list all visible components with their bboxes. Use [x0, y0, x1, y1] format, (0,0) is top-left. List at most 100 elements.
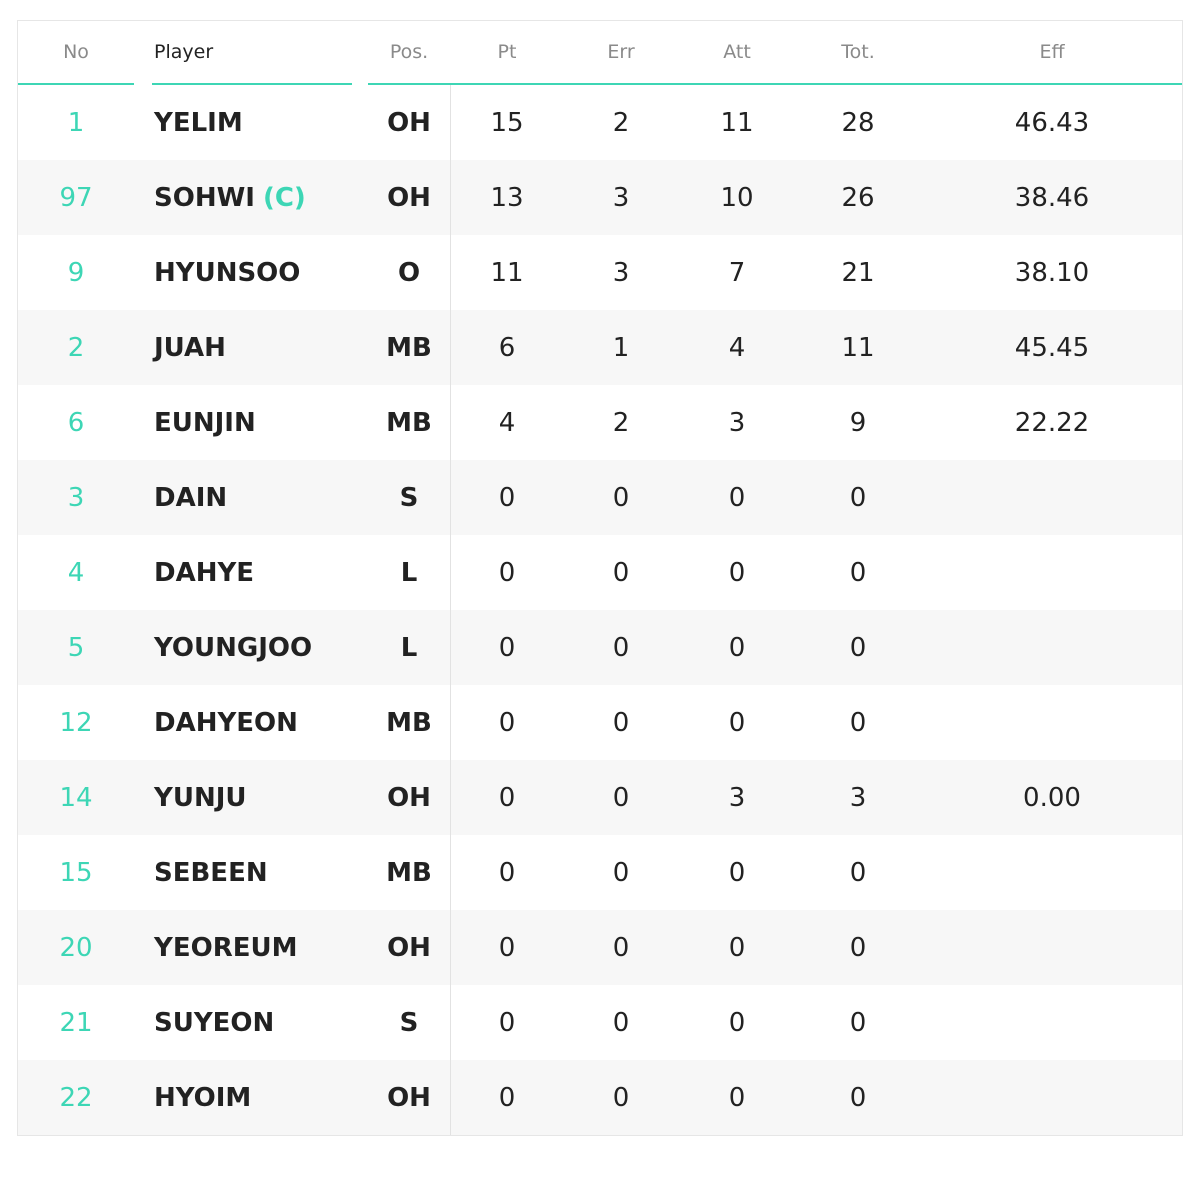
efficiency: 22.22	[1014, 408, 1090, 438]
player-number: 14	[59, 783, 93, 813]
stat: 3	[612, 183, 630, 213]
player-name: HYOIM	[154, 1085, 251, 1111]
stats-table: No Player Pos. Pt Err Att Tot. Eff 1 YELIM OH 15 2 11…	[17, 20, 1183, 1136]
stat: 0	[612, 558, 630, 588]
stat: 0	[498, 858, 516, 888]
table-row: 12 DAHYEON MB 0 0 0 0	[18, 685, 1182, 760]
column-header: Pos.	[389, 41, 429, 63]
table-row: 14 YUNJU OH 0 0 3 3 0.00	[18, 760, 1182, 835]
player-name: DAHYEON	[154, 710, 298, 736]
player-number: 3	[67, 483, 85, 513]
header-underline	[18, 83, 134, 85]
player-number: 22	[59, 1083, 93, 1113]
player-number: 20	[59, 933, 93, 963]
column-header: Player	[154, 41, 214, 63]
table-row: 21 SUYEON S 0 0 0 0	[18, 985, 1182, 1060]
player-name: YELIM	[154, 110, 243, 136]
player-name: SUYEON	[154, 1010, 274, 1036]
stat: 0	[849, 633, 867, 663]
position: OH	[387, 183, 431, 213]
stat: 11	[841, 333, 875, 363]
stat: 0	[849, 483, 867, 513]
efficiency: 38.10	[1014, 258, 1090, 288]
table-row: 97 SOHWI (C) OH 13 3 10 26 38.46	[18, 160, 1182, 235]
player-name-text: YUNJU	[154, 783, 247, 813]
stat: 0	[728, 1008, 746, 1038]
stat: 9	[849, 408, 867, 438]
stat: 11	[490, 258, 524, 288]
position: OH	[387, 108, 431, 138]
player-number: 4	[67, 558, 85, 588]
stat: 0	[728, 483, 746, 513]
position: S	[399, 1008, 419, 1038]
efficiency: 46.43	[1014, 108, 1090, 138]
table-row: 22 HYOIM OH 0 0 0 0	[18, 1060, 1182, 1135]
player-name: EUNJIN	[154, 410, 256, 436]
stat: 0	[849, 933, 867, 963]
position: MB	[386, 333, 432, 363]
player-name: SEBEEN	[154, 860, 268, 886]
table-row: 4 DAHYE L 0 0 0 0	[18, 535, 1182, 610]
player-name-text: DAHYEON	[154, 708, 298, 738]
stat: 0	[728, 558, 746, 588]
player-name-text: DAIN	[154, 483, 228, 513]
position: L	[400, 558, 418, 588]
player-number: 15	[59, 858, 93, 888]
table-row: 6 EUNJIN MB 4 2 3 9 22.22	[18, 385, 1182, 460]
captain-marker: (C)	[262, 183, 306, 213]
stat: 0	[849, 1083, 867, 1113]
player-number: 21	[59, 1008, 93, 1038]
player-name: YUNJU	[154, 785, 247, 811]
position: OH	[387, 933, 431, 963]
table-row: 1 YELIM OH 15 2 11 28 46.43	[18, 85, 1182, 160]
column-header: Pt	[497, 41, 517, 63]
stat: 0	[728, 708, 746, 738]
stat: 10	[720, 183, 754, 213]
player-name-text: SEBEEN	[154, 858, 268, 888]
player-name: YOUNGJOO	[154, 635, 312, 661]
player-name-text: HYUNSOO	[154, 258, 301, 288]
stat: 15	[490, 108, 524, 138]
stat: 4	[728, 333, 746, 363]
stat: 0	[849, 1008, 867, 1038]
stat: 3	[728, 408, 746, 438]
position: O	[397, 258, 421, 288]
table-row: 2 JUAH MB 6 1 4 11 45.45	[18, 310, 1182, 385]
stat: 28	[841, 108, 875, 138]
stat: 0	[728, 633, 746, 663]
stat: 0	[612, 1008, 630, 1038]
stat: 0	[849, 558, 867, 588]
stat: 0	[612, 933, 630, 963]
player-name-text: SOHWI	[154, 183, 255, 213]
stat: 0	[498, 708, 516, 738]
column-header: No	[63, 41, 89, 63]
position: OH	[387, 783, 431, 813]
position: MB	[386, 408, 432, 438]
stat: 0	[612, 1083, 630, 1113]
stat: 0	[498, 558, 516, 588]
efficiency: 45.45	[1014, 333, 1090, 363]
player-name-text: SUYEON	[154, 1008, 275, 1038]
stat: 0	[612, 633, 630, 663]
player-name-text: DAHYE	[154, 558, 255, 588]
player-name: DAIN	[154, 485, 227, 511]
player-name: YEOREUM	[154, 935, 297, 961]
player-name-text: HYOIM	[154, 1083, 252, 1113]
player-name-text: YOUNGJOO	[154, 633, 313, 663]
stat: 13	[490, 183, 524, 213]
stat: 0	[849, 858, 867, 888]
stat: 6	[498, 333, 516, 363]
player-name-text: YELIM	[154, 108, 243, 138]
table-row: 20 YEOREUM OH 0 0 0 0	[18, 910, 1182, 985]
stat: 0	[849, 708, 867, 738]
stat: 0	[498, 1083, 516, 1113]
column-divider	[450, 85, 451, 1135]
position: S	[399, 483, 419, 513]
stat: 0	[612, 483, 630, 513]
player-name: DAHYE	[154, 560, 254, 586]
position: MB	[386, 708, 432, 738]
stat: 3	[728, 783, 746, 813]
stat: 0	[728, 933, 746, 963]
position: OH	[387, 1083, 431, 1113]
